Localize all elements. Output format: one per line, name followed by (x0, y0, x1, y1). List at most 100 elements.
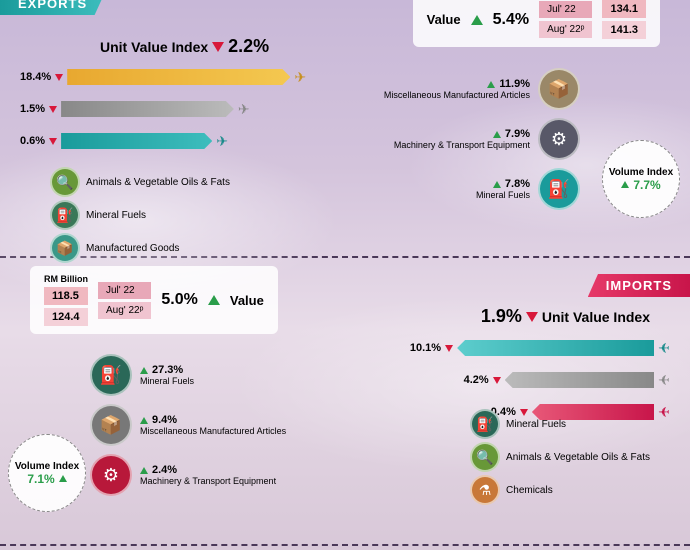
stat-item: ⚙ 2.4% Machinery & Transport Equipment (90, 454, 320, 496)
plane-icon: ✈ (238, 101, 250, 118)
category-label: Mineral Fuels (86, 210, 146, 221)
rm-col: 134.1 141.3 (602, 0, 646, 39)
category-item: ⚗ Chemicals (470, 475, 650, 505)
stat-label: Miscellaneous Manufactured Articles (384, 90, 530, 100)
bar-row: 18.4% ✈ (20, 63, 380, 91)
category-icon: ⚗ (470, 475, 500, 505)
stat-item: 7.9% Machinery & Transport Equipment ⚙ (350, 118, 580, 160)
up-icon (621, 181, 629, 188)
months-col: Jul' 22 Aug' 22ᵖ (98, 282, 151, 319)
imports-tag: IMPORTS (588, 274, 690, 297)
plane-icon: ✈ (658, 372, 670, 389)
imports-section: IMPORTS RM Billion 118.5 124.4 Jul' 22 A… (0, 266, 690, 536)
uvi-pct: 2.2% (228, 36, 269, 57)
rm-1: 118.5 (44, 287, 88, 305)
stat-icon: ⚙ (538, 118, 580, 160)
stat-icon: ⛽ (90, 354, 132, 396)
category-label: Manufactured Goods (86, 243, 179, 254)
value-pct: 5.0% (161, 291, 197, 309)
stat-icon: 📦 (538, 68, 580, 110)
rm-header: RM Billion (44, 274, 88, 284)
category-item: ⛽ Mineral Fuels (470, 409, 650, 439)
stat-label: Mineral Fuels (140, 376, 194, 386)
stat-icon: 📦 (90, 404, 132, 446)
up-icon (487, 81, 495, 88)
plane-icon: ✈ (294, 69, 306, 86)
exports-right-items: 11.9% Miscellaneous Manufactured Article… (350, 60, 580, 218)
month-1: Jul' 22 (539, 1, 592, 18)
stat-pct: 7.9% (505, 128, 530, 140)
bar-pct: 1.5% (20, 103, 45, 115)
uvi-label: Unit Value Index (100, 39, 208, 55)
bar (67, 69, 290, 85)
stat-pct: 9.4% (152, 414, 177, 426)
imports-uvi: 1.9% Unit Value Index (481, 306, 650, 327)
up-icon (471, 15, 483, 25)
stat-item: 7.8% Mineral Fuels ⛽ (350, 168, 580, 210)
plane-icon: ✈ (658, 404, 670, 421)
down-icon (212, 42, 224, 52)
value-label: Value (230, 293, 264, 308)
category-item: 🔍 Animals & Vegetable Oils & Fats (470, 442, 650, 472)
bar-row: 10.1% ✈ (330, 334, 670, 362)
imports-value-box: RM Billion 118.5 124.4 Jul' 22 Aug' 22ᵖ … (30, 266, 278, 334)
down-icon (49, 106, 57, 113)
vol-pct: 7.1% (27, 472, 54, 486)
vol-pct: 7.7% (633, 178, 660, 192)
rm-col: RM Billion 118.5 124.4 (44, 274, 88, 326)
bar-pct: 18.4% (20, 71, 51, 83)
exports-volume: Volume Index 7.7% (602, 140, 680, 218)
bar-pct: 10.1% (410, 342, 441, 354)
vol-label: Volume Index (15, 461, 79, 472)
down-icon (55, 74, 63, 81)
rm-2: 141.3 (602, 21, 646, 39)
stat-label: Miscellaneous Manufactured Articles (140, 426, 286, 436)
uvi-pct: 1.9% (481, 306, 522, 327)
category-icon: 🔍 (470, 442, 500, 472)
stat-icon: ⚙ (90, 454, 132, 496)
category-label: Mineral Fuels (506, 419, 566, 430)
category-label: Animals & Vegetable Oils & Fats (86, 177, 230, 188)
stat-label: Machinery & Transport Equipment (394, 140, 530, 150)
category-label: Chemicals (506, 485, 553, 496)
up-icon (140, 367, 148, 374)
bar-row: 0.6% ✈ (20, 127, 380, 155)
exports-bars: 18.4% ✈ 1.5% ✈ 0.6% ✈ (20, 63, 380, 155)
bar-pct: 0.6% (20, 135, 45, 147)
plane-icon: ✈ (658, 340, 670, 357)
up-icon (59, 475, 67, 482)
down-icon (526, 312, 538, 322)
bar-row: 4.2% ✈ (330, 366, 670, 394)
rm-1: 134.1 (602, 0, 646, 18)
down-icon (493, 377, 501, 384)
month-2: Aug' 22ᵖ (539, 21, 592, 38)
up-icon (493, 131, 501, 138)
bar-pct: 4.2% (464, 374, 489, 386)
value-pct: 5.4% (493, 11, 529, 29)
category-icon: ⛽ (50, 200, 80, 230)
category-label: Animals & Vegetable Oils & Fats (506, 452, 650, 463)
stat-pct: 7.8% (505, 178, 530, 190)
down-icon (445, 345, 453, 352)
exports-tag: EXPORTS (0, 0, 105, 15)
stat-item: ⛽ 27.3% Mineral Fuels (90, 354, 320, 396)
bar (505, 372, 655, 388)
stat-label: Machinery & Transport Equipment (140, 476, 276, 486)
exports-value-box: Value 5.4% Jul' 22 Aug' 22ᵖ 134.1 141.3 (413, 0, 660, 47)
plane-icon: ✈ (216, 133, 228, 150)
exports-section: EXPORTS Value 5.4% Jul' 22 Aug' 22ᵖ 134.… (0, 0, 690, 248)
stat-pct: 27.3% (152, 364, 183, 376)
uvi-label: Unit Value Index (542, 309, 650, 325)
imports-right-icons: ⛽ Mineral Fuels 🔍 Animals & Vegetable Oi… (470, 406, 650, 508)
category-item: 📦 Manufactured Goods (50, 233, 670, 263)
vol-label: Volume Index (609, 167, 673, 178)
up-icon (493, 181, 501, 188)
imports-left-items: ⛽ 27.3% Mineral Fuels 📦 9.4% Miscellaneo… (90, 346, 320, 504)
bar (457, 340, 654, 356)
value-label: Value (427, 12, 461, 27)
category-icon: 🔍 (50, 167, 80, 197)
rm-2: 124.4 (44, 308, 88, 326)
category-icon: ⛽ (470, 409, 500, 439)
stat-item: 11.9% Miscellaneous Manufactured Article… (350, 68, 580, 110)
up-icon (140, 417, 148, 424)
